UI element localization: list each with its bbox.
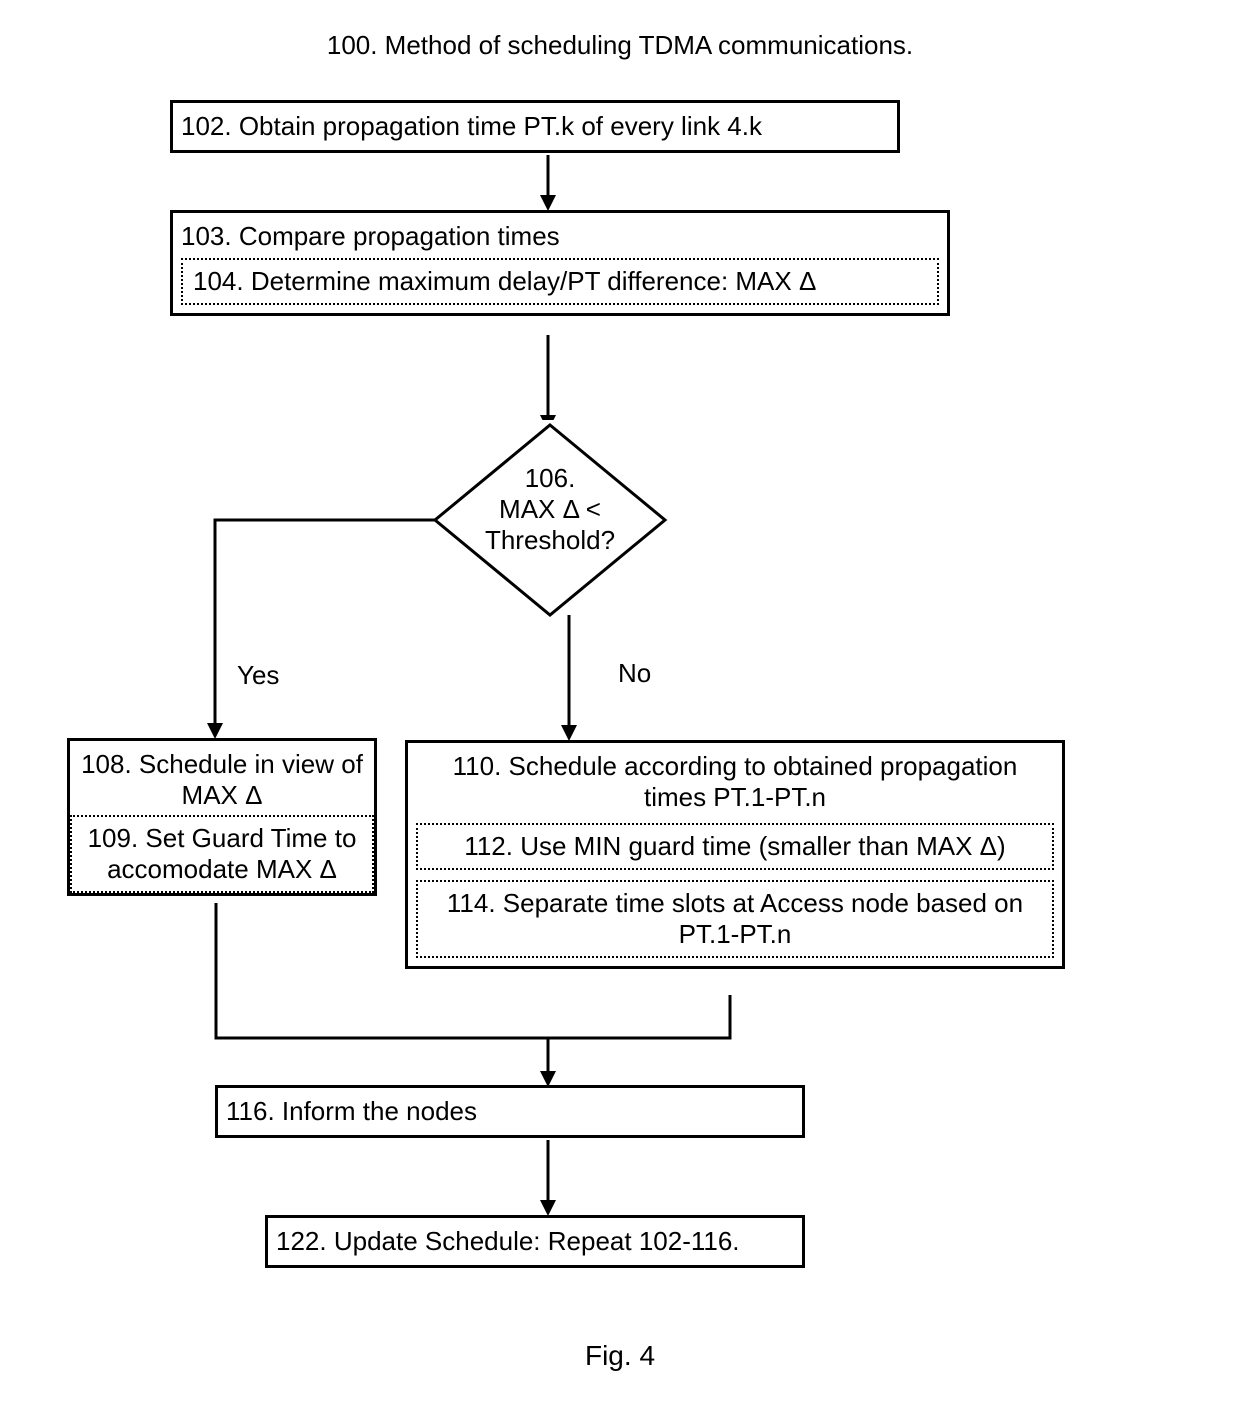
title-text: 100. Method of scheduling TDMA communica… <box>327 30 913 60</box>
node-step122: 122. Update Schedule: Repeat 102-116. <box>265 1215 805 1268</box>
node-step103: 103. Compare propagation times 104. Dete… <box>170 210 950 316</box>
figure-label-text: Fig. 4 <box>585 1340 655 1371</box>
figure-label: Fig. 4 <box>0 1340 1240 1372</box>
tdma-flowchart: 100. Method of scheduling TDMA communica… <box>0 0 1240 1410</box>
label-yes: Yes <box>237 660 279 691</box>
decision106-line3: Threshold? <box>485 526 615 556</box>
arrow-110-116 <box>545 995 745 1095</box>
label-no: No <box>618 658 651 689</box>
decision106-line2: MAX Δ < <box>499 494 601 524</box>
step103-text: 103. Compare propagation times <box>181 221 560 251</box>
node-step108: 108. Schedule in view of MAX Δ 109. Set … <box>67 738 377 896</box>
node-step112-inner: 112. Use MIN guard time (smaller than MA… <box>416 823 1054 870</box>
node-step116: 116. Inform the nodes <box>215 1085 805 1138</box>
step110-text: 110. Schedule according to obtained prop… <box>416 751 1054 817</box>
decision106-line1: 106. <box>525 463 576 493</box>
yes-text: Yes <box>237 660 279 690</box>
step109-text: 109. Set Guard Time to accomodate MAX Δ <box>88 823 357 884</box>
node-step109-inner: 109. Set Guard Time to accomodate MAX Δ <box>70 815 374 893</box>
arrow-108-116 <box>206 903 556 1093</box>
no-text: No <box>618 658 651 688</box>
step112-text: 112. Use MIN guard time (smaller than MA… <box>464 831 1005 861</box>
node-step102: 102. Obtain propagation time PT.k of eve… <box>170 100 900 153</box>
node-step104-inner: 104. Determine maximum delay/PT differen… <box>181 258 939 305</box>
step102-text: 102. Obtain propagation time PT.k of eve… <box>181 111 762 141</box>
arrow-102-103 <box>540 155 560 215</box>
arrow-106-110-no <box>561 615 581 745</box>
step116-text: 116. Inform the nodes <box>226 1096 477 1126</box>
arrow-106-108-yes <box>200 518 450 748</box>
arrow-116-122 <box>540 1140 560 1220</box>
node-decision106: 106. MAX Δ < Threshold? <box>430 420 650 600</box>
step108-text: 108. Schedule in view of MAX Δ <box>70 749 374 815</box>
flowchart-title: 100. Method of scheduling TDMA communica… <box>0 30 1240 61</box>
step104-text: 104. Determine maximum delay/PT differen… <box>193 266 816 296</box>
step122-text: 122. Update Schedule: Repeat 102-116. <box>276 1226 740 1256</box>
